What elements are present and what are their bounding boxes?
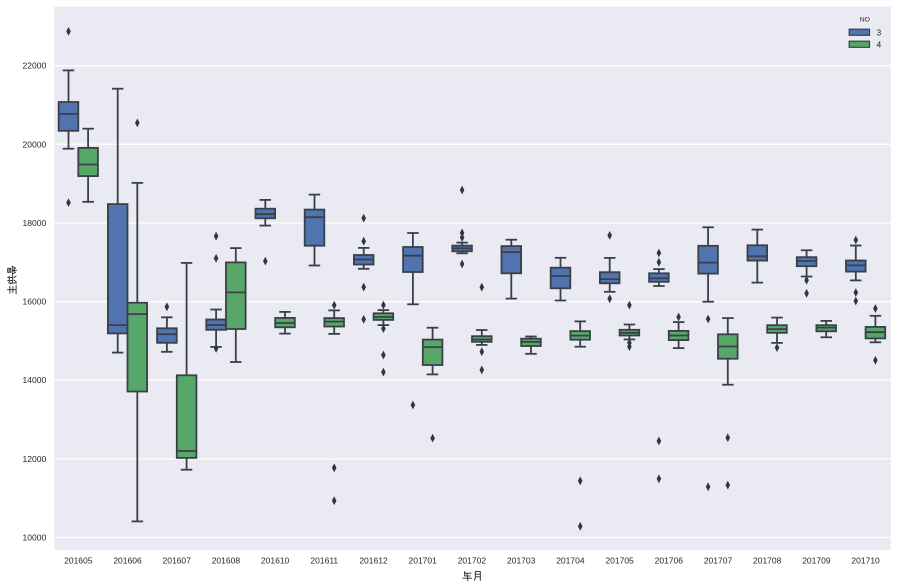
svg-text:201611: 201611: [310, 556, 338, 566]
svg-text:201607: 201607: [163, 556, 192, 566]
svg-text:201709: 201709: [802, 556, 831, 566]
svg-text:22000: 22000: [23, 61, 47, 71]
svg-text:201708: 201708: [753, 556, 782, 566]
svg-text:4: 4: [877, 39, 882, 49]
svg-text:18000: 18000: [23, 218, 47, 228]
svg-text:201606: 201606: [113, 556, 142, 566]
svg-text:201605: 201605: [64, 556, 93, 566]
svg-text:20000: 20000: [23, 139, 47, 149]
svg-text:201703: 201703: [507, 556, 536, 566]
svg-text:201702: 201702: [458, 556, 487, 566]
svg-text:201707: 201707: [704, 556, 733, 566]
svg-text:201705: 201705: [605, 556, 634, 566]
svg-text:201610: 201610: [261, 556, 290, 566]
svg-text:16000: 16000: [23, 297, 47, 307]
svg-text:NO: NO: [860, 17, 870, 24]
svg-text:201701: 201701: [409, 556, 438, 566]
svg-text:201706: 201706: [655, 556, 684, 566]
svg-text:14000: 14000: [23, 375, 47, 385]
svg-text:12000: 12000: [23, 454, 47, 464]
svg-text:3: 3: [877, 27, 882, 37]
svg-text:201710: 201710: [851, 556, 880, 566]
svg-text:201612: 201612: [359, 556, 388, 566]
svg-text:201608: 201608: [212, 556, 241, 566]
svg-text:10000: 10000: [23, 533, 47, 543]
svg-text:201704: 201704: [556, 556, 585, 566]
